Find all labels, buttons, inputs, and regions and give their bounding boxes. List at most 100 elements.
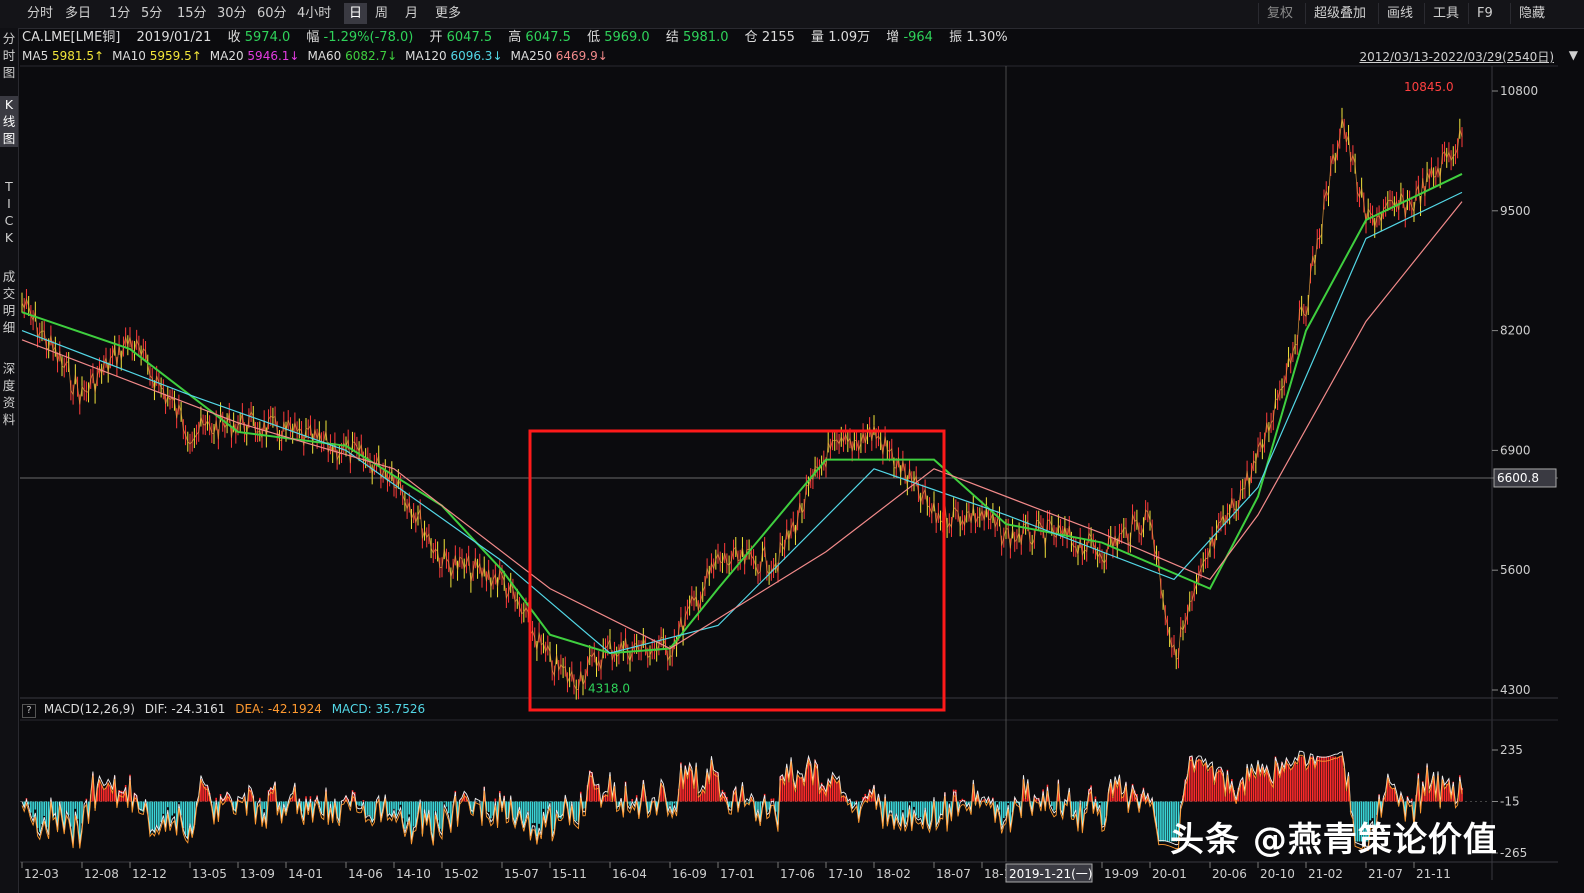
macd-y-label-0: 235 (1500, 743, 1523, 757)
change-value: -1.29%(-78.0) (323, 30, 414, 45)
macd-value-label: MACD: (331, 702, 372, 716)
ma-label-1: MA10 (112, 49, 150, 63)
x-tick-label-19: 19-09 (1104, 867, 1139, 881)
settle-value: 5981.0 (683, 30, 729, 45)
oi-value: 2155 (761, 30, 795, 45)
tool-4[interactable]: F9 (1468, 3, 1501, 24)
x-tick-label-3: 13-05 (192, 867, 227, 881)
period-tab-0[interactable]: 分时 (27, 6, 54, 21)
macd-y-label-1: -15 (1500, 795, 1520, 809)
x-tick-label-5: 14-01 (288, 867, 323, 881)
price-annotation-1: 4318.0 (588, 681, 630, 695)
x-tick-label-21: 20-06 (1212, 867, 1247, 881)
period-tab-7[interactable]: 4小时 (297, 6, 332, 21)
ma-legend: MA5 5981.5↑ MA10 5959.5↑ MA20 5946.1↓ MA60 … (22, 48, 616, 64)
x-tick-label-10: 15-11 (552, 867, 587, 881)
dea-line (21, 754, 1463, 851)
y-tick-label-5: 4300 (1500, 683, 1531, 697)
x-tick-label-23: 21-02 (1308, 867, 1343, 881)
x-tick-label-12: 16-09 (672, 867, 707, 881)
open-value: 6047.5 (446, 30, 493, 45)
x-tick-label-20: 20-01 (1152, 867, 1187, 881)
period-tab-6[interactable]: 60分 (257, 6, 287, 21)
x-tick-label-8: 15-02 (444, 867, 479, 881)
range-dropdown-icon[interactable]: ▼ (1568, 48, 1578, 62)
period-tab-3[interactable]: 5分 (141, 6, 163, 21)
x-tick-label-9: 15-07 (504, 867, 539, 881)
sidebar-tab-0[interactable]: 分时图 (2, 31, 16, 80)
ma-label-0: MA5 (22, 49, 53, 63)
tool-3[interactable]: 工具 (1424, 3, 1467, 24)
ma-value-1: 5959.5↑ (149, 49, 202, 63)
x-tick-label-17: 18-07 (936, 867, 971, 881)
tool-5[interactable]: 隐藏 (1510, 3, 1553, 24)
period-tab-5[interactable]: 30分 (217, 6, 247, 21)
y-tick-label-1: 9500 (1500, 204, 1531, 218)
dea-value: -42.1924 (267, 702, 322, 716)
inc-label: 增 (886, 30, 900, 45)
macd-value: 35.7526 (375, 702, 426, 716)
period-tab-1[interactable]: 多日 (65, 6, 92, 21)
tool-1[interactable]: 超级叠加 (1305, 3, 1374, 24)
x-tick-label-14: 17-06 (780, 867, 815, 881)
low-label: 低 (587, 30, 601, 45)
dea-label: DEA: (235, 702, 265, 716)
sidebar-tab-4[interactable]: 深度资料 (2, 361, 16, 427)
symbol-label: CA.LME[LME铜] (22, 30, 121, 45)
x-tick-label-2: 12-12 (132, 867, 167, 881)
macd-y-label-2: -265 (1500, 846, 1527, 860)
dif-label: DIF: (144, 702, 168, 716)
period-tab-8[interactable]: 日 (344, 3, 368, 24)
tool-0[interactable]: 复权 (1258, 3, 1301, 24)
ma-label-4: MA120 (405, 49, 451, 63)
period-tab-9[interactable]: 周 (375, 6, 389, 21)
ma-line-MA250 (21, 201, 1463, 650)
amp-value: 1.30% (966, 30, 1008, 45)
change-label: 幅 (306, 30, 320, 45)
y-tick-label-3: 6900 (1500, 443, 1531, 457)
ma-value-3: 6082.7↓ (345, 49, 398, 63)
y-tick-label-2: 8200 (1500, 324, 1531, 338)
y-tick-label-4: 5600 (1500, 563, 1531, 577)
crosshair-price-box (1493, 468, 1557, 488)
quote-info-bar: CA.LME[LME铜] 2019/01/21 收 5974.0 幅 -1.29… (22, 28, 1008, 48)
x-tick-label-16: 18-02 (876, 867, 911, 881)
x-tick-label-4: 13-09 (240, 867, 275, 881)
x-tick-label-7: 14-10 (396, 867, 431, 881)
macd-label: MACD(12,26,9) (43, 702, 135, 716)
macd-header: ? MACD(12,26,9) DIF: -24.3161 DEA: -42.1… (22, 700, 425, 718)
period-tab-2[interactable]: 1分 (109, 6, 131, 21)
x-tick-label-6: 14-06 (348, 867, 383, 881)
open-label: 开 (429, 30, 443, 45)
ma-label-5: MA250 (510, 49, 556, 63)
inc-value: -964 (903, 30, 933, 45)
high-label: 高 (508, 30, 522, 45)
period-toolbar: 分时 多日 1分 5分 15分 30分 60分 4小时日周 月 更多 复权 超级叠加 画线 工具 F9 隐藏 (0, 0, 1584, 29)
x-tick-label-1: 12-08 (84, 867, 119, 881)
period-tab-10[interactable]: 月 (405, 6, 419, 21)
x-tick-label-24: 21-07 (1368, 867, 1403, 881)
price-annotation-0: 10845.0 (1404, 80, 1454, 94)
amp-label: 振 (949, 30, 963, 45)
tool-2[interactable]: 画线 (1378, 3, 1421, 24)
help-icon[interactable]: ? (22, 704, 36, 718)
x-tick-label-13: 17-01 (720, 867, 755, 881)
close-label: 收 (227, 30, 241, 45)
period-tab-11[interactable]: 更多 (435, 6, 462, 21)
x-tick-label-15: 17-10 (828, 867, 863, 881)
date-range-selector[interactable]: 2012/03/13-2022/03/29(2540日) (1359, 50, 1554, 64)
period-tab-4[interactable]: 15分 (177, 6, 207, 21)
ma-line-MA120 (21, 191, 1463, 654)
x-tick-label-0: 12-03 (24, 867, 59, 881)
watermark: 头条 @燕青策论价值 (1170, 820, 1498, 860)
ma-value-2: 5946.1↓ (247, 49, 300, 63)
sidebar-tab-3[interactable]: 成交明细 (2, 269, 16, 335)
x-tick-label-11: 16-04 (612, 867, 647, 881)
close-value: 5974.0 (244, 30, 291, 45)
vol-label: 量 (811, 30, 825, 45)
x-tick-label-25: 21-11 (1416, 867, 1451, 881)
